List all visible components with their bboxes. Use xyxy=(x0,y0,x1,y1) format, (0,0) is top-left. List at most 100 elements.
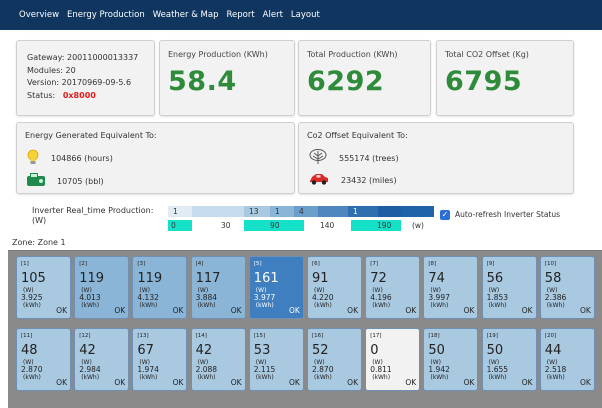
production-segment: 1 xyxy=(168,206,192,217)
inverter-tile[interactable]: [10] 58 (W) 2.386 (kWh) OK xyxy=(539,256,595,319)
inverter-energy: 4.132 xyxy=(137,293,159,302)
energy-equivalent-title: Energy Generated Equivalent To: xyxy=(25,131,157,140)
inverter-energy: 3.884 xyxy=(195,293,218,302)
inverter-energy: 1.974 xyxy=(137,365,159,374)
power-unit: (W) xyxy=(372,287,383,294)
gateway-panel: Gateway: 20011000013337 Modules: 20 Vers… xyxy=(16,40,155,116)
inverter-tile[interactable]: [3] 119 (W) 4.132 (kWh) OK xyxy=(132,256,188,319)
inverter-tile[interactable]: [19] 50 (W) 1.655 (kWh) OK xyxy=(481,328,537,391)
energy-unit: (kWh) xyxy=(139,302,158,309)
modules-label: Modules: xyxy=(27,65,63,75)
auto-refresh-label: Auto-refresh Inverter Status xyxy=(455,210,561,219)
nav-alert[interactable]: Alert xyxy=(262,10,283,20)
energy-unit: (kWh) xyxy=(372,374,391,381)
inverter-power: 58 xyxy=(544,271,562,286)
inverter-id: [20] xyxy=(544,333,557,339)
inverter-tile[interactable]: [6] 91 (W) 4.220 (kWh) OK xyxy=(307,256,362,319)
nav-layout[interactable]: Layout xyxy=(290,10,320,20)
inverter-energy: 3.925 xyxy=(21,293,43,302)
production-bar-title-line1: Inverter Real_time Production: xyxy=(32,206,154,215)
energy-unit: (kWh) xyxy=(546,302,565,309)
inverter-tile[interactable]: [8] 74 (W) 3.997 (kWh) OK xyxy=(423,256,479,319)
inverter-status: OK xyxy=(230,306,242,315)
inverter-energy: 1.942 xyxy=(428,365,450,374)
inverter-tile[interactable]: [18] 50 (W) 1.942 (kWh) OK xyxy=(423,328,479,391)
inverter-status: OK xyxy=(56,306,67,315)
inverter-tile[interactable]: [20] 44 (W) 2.518 (kWh) OK xyxy=(539,328,595,391)
modules-value: 20 xyxy=(65,65,76,75)
power-unit: (W) xyxy=(488,287,500,294)
energy-unit: (kWh) xyxy=(546,374,565,381)
inverter-status: OK xyxy=(405,306,417,315)
inverter-tile[interactable]: [12] 42 (W) 2.984 (kWh) OK xyxy=(74,328,130,391)
power-unit: (W) xyxy=(430,359,442,366)
inverter-status: OK xyxy=(230,378,242,387)
nav-energy-production[interactable]: Energy Production xyxy=(67,10,145,20)
bar-label-unit: (w) xyxy=(412,221,424,230)
inverter-id: [1] xyxy=(21,261,29,267)
co2-offset-panel: Total CO2 Offset (Kg) 6795 xyxy=(436,40,574,116)
auto-refresh-checkbox[interactable]: ✓ xyxy=(440,210,450,220)
inverter-energy: 2.870 xyxy=(312,365,334,374)
inverter-id: [2] xyxy=(79,261,87,267)
inverter-energy: 2.386 xyxy=(544,293,567,302)
energy-unit: (kWh) xyxy=(488,374,507,381)
inverter-energy: 2.984 xyxy=(79,365,101,374)
power-unit: (W) xyxy=(488,359,500,366)
inverter-status: OK xyxy=(405,378,417,387)
production-segment: 1 xyxy=(348,206,378,217)
inverter-status: OK xyxy=(463,306,475,315)
status-label: Status: xyxy=(27,90,56,100)
energy-unit: (kWh) xyxy=(430,302,449,309)
inverter-energy: 1.655 xyxy=(486,365,509,374)
inverter-tile[interactable]: [7] 72 (W) 4.196 (kWh) OK xyxy=(365,256,421,319)
inverter-id: [5] xyxy=(253,261,262,267)
inverter-power: 117 xyxy=(195,271,221,286)
inverter-id: [18] xyxy=(428,333,440,339)
inverter-status: OK xyxy=(288,306,300,315)
inverter-tile[interactable]: [11] 48 (W) 2.870 (kWh) OK xyxy=(16,328,71,391)
inverter-tile[interactable]: [14] 42 (W) 2.088 (kWh) OK xyxy=(190,328,246,391)
inverter-tile[interactable]: [13] 67 (W) 1.974 (kWh) OK xyxy=(132,328,188,391)
energy-equivalent-panel: Energy Generated Equivalent To: 104866 (… xyxy=(16,122,295,194)
energy-production-panel: Energy Production (KWh) 58.4 xyxy=(159,40,295,116)
inverter-status: OK xyxy=(56,378,67,387)
bar-label-90: 90 xyxy=(244,220,304,231)
gateway-label: Gateway: xyxy=(27,53,65,62)
power-unit: (W) xyxy=(81,287,92,294)
bar-label-190: 190 xyxy=(351,220,401,231)
inverter-status: OK xyxy=(579,378,591,387)
inverter-tile[interactable]: [4] 117 (W) 3.884 (kWh) OK xyxy=(190,256,246,319)
inverter-power: 105 xyxy=(21,271,46,286)
gas-pump-icon xyxy=(27,173,45,189)
co2-equivalent-panel: Co2 Offset Equivalent To: 555174 (trees)… xyxy=(298,122,574,194)
inverter-tile[interactable]: [15] 53 (W) 2.115 (kWh) OK xyxy=(248,328,304,391)
inverter-energy: 0.811 xyxy=(370,365,392,374)
inverter-power: 91 xyxy=(312,271,329,286)
nav-overview[interactable]: Overview xyxy=(19,10,60,20)
inverter-power: 72 xyxy=(370,271,387,286)
production-segment xyxy=(402,206,434,217)
inverter-power: 48 xyxy=(21,343,38,358)
inverter-power: 56 xyxy=(486,271,504,286)
inverter-id: [16] xyxy=(312,333,324,339)
nav-weather-map[interactable]: Weather & Map xyxy=(152,10,219,20)
inverter-tile[interactable]: [2] 119 (W) 4.013 (kWh) OK xyxy=(74,256,130,319)
inverter-power: 50 xyxy=(486,343,504,358)
bar-label-140: 140 xyxy=(320,221,335,230)
energy-unit: (kWh) xyxy=(372,302,391,309)
inverter-tile[interactable]: [1] 105 (W) 3.925 (kWh) OK xyxy=(16,256,71,319)
inverter-tile[interactable]: [16] 52 (W) 2.870 (kWh) OK xyxy=(307,328,362,391)
inverter-tile[interactable]: [17] 0 (W) 0.811 (kWh) OK xyxy=(365,328,421,391)
bar-label-30: 30 xyxy=(221,221,231,230)
inverter-status: OK xyxy=(172,378,184,387)
co2-offset-label: Total CO2 Offset (Kg) xyxy=(445,50,529,59)
inverter-tile[interactable]: [5] 161 (W) 3.977 (kWh) OK xyxy=(248,256,304,319)
power-unit: (W) xyxy=(372,359,383,366)
inverter-id: [19] xyxy=(486,333,498,339)
nav-report[interactable]: Report xyxy=(226,10,255,20)
inverter-tile[interactable]: [9] 56 (W) 1.853 (kWh) OK xyxy=(481,256,537,319)
power-unit: (W) xyxy=(23,287,34,294)
inverter-energy: 4.196 xyxy=(370,293,392,302)
inverter-power: 50 xyxy=(428,343,445,358)
